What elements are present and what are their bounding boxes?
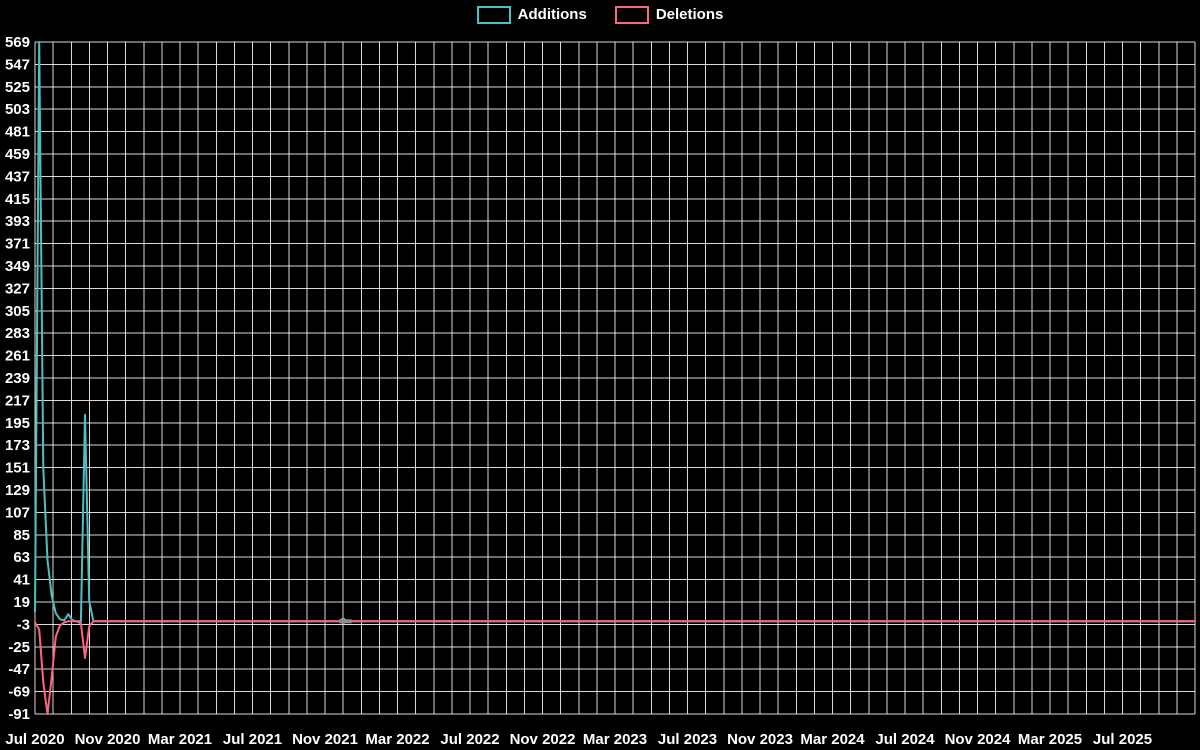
legend-item-deletions[interactable]: Deletions [614,6,724,24]
y-axis-tick-label: -69 [8,684,30,701]
x-axis-tick-label: Mar 2024 [800,731,865,748]
legend-label-deletions: Deletions [655,6,724,23]
y-axis-tick-label: 239 [5,370,30,387]
y-axis-tick-label: 547 [5,56,30,73]
y-axis-tick-label: 41 [13,572,30,589]
x-axis-tick-label: Nov 2021 [292,731,358,748]
y-axis-tick-label: 63 [13,549,30,566]
y-axis-tick-label: 393 [5,213,30,230]
y-axis-tick-label: 481 [5,124,30,141]
x-axis-tick-label: Nov 2022 [510,731,576,748]
x-axis-tick-label: Jul 2023 [658,731,717,748]
x-axis-tick-label: Nov 2020 [75,731,141,748]
additions-swatch-icon [476,6,511,24]
x-axis-tick-label: Mar 2025 [1018,731,1082,748]
x-axis-tick-label: Jul 2020 [5,731,64,748]
data-point-marker [339,619,346,624]
y-axis-tick-label: 151 [5,460,30,477]
x-axis-tick-label: Jul 2021 [223,731,282,748]
x-axis-tick-label: Jul 2025 [1093,731,1152,748]
x-axis-tick-label: Jul 2022 [440,731,499,748]
y-axis-tick-label: 459 [5,146,30,163]
legend-label-additions: Additions [517,6,587,23]
x-axis-tick-label: Nov 2023 [727,731,793,748]
y-axis-tick-label: 327 [5,280,30,297]
y-axis-tick-label: 305 [5,303,30,320]
y-axis-tick-label: 19 [13,594,30,611]
x-axis-tick-label: Mar 2022 [365,731,429,748]
y-axis-tick-label: 283 [5,325,30,342]
x-axis-tick-label: Mar 2021 [148,731,212,748]
y-axis-tick-label: 349 [5,258,30,275]
legend-item-additions[interactable]: Additions [476,6,587,24]
deletions-swatch-icon [614,6,649,24]
y-axis-tick-label: 85 [13,527,30,544]
data-point-marker [345,619,352,624]
y-axis-tick-label: 415 [5,191,30,208]
chart-legend: Additions Deletions [0,6,1200,24]
y-axis-tick-label: -25 [8,639,30,656]
x-axis-tick-label: Jul 2024 [875,731,935,748]
y-axis-tick-label: 217 [5,392,30,409]
y-axis-tick-label: -91 [8,706,30,723]
y-axis-tick-label: 569 [5,34,30,51]
y-axis-tick-label: 525 [5,79,30,96]
y-axis-tick-label: 195 [5,415,30,432]
y-axis-tick-label: 371 [5,236,30,253]
y-axis-tick-label: -3 [17,616,30,633]
y-axis-tick-label: 261 [5,348,30,365]
y-axis-tick-label: 129 [5,482,30,499]
y-axis-tick-label: 503 [5,101,30,118]
x-axis-tick-label: Nov 2024 [945,731,1012,748]
y-axis-tick-label: 437 [5,168,30,185]
x-axis-tick-label: Mar 2023 [583,731,647,748]
y-axis-tick-label: 173 [5,437,30,454]
y-axis-tick-label: -47 [8,661,30,678]
y-axis-tick-label: 107 [5,504,30,521]
